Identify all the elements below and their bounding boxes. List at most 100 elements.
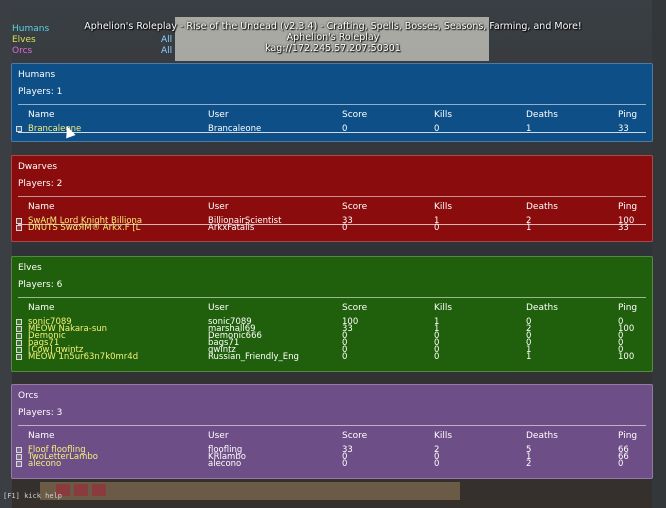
team-list-side-2: All [161,46,173,56]
player-name: SwArM Lord Knight Billiona [28,216,143,226]
player-name: MEOW Nakara-sun [28,324,108,334]
player-deaths: 1 [526,345,532,355]
divider [18,196,646,197]
player-deaths: 2 [526,459,532,469]
col-deaths-header: Deaths [526,110,558,120]
player-kills: 2 [434,445,440,455]
player-row[interactable]: TwoLetterLambo KRlambo 0 0 1 66 [12,452,652,462]
player-ping: 33 [618,223,629,233]
player-count: Players: 3 [18,408,63,418]
player-kills: 0 [434,338,440,348]
col-deaths-header: Deaths [526,202,558,212]
player-row[interactable]: DNUTS SwαЯM® Arkx.F [L ArkxFatalis 0 0 1… [12,223,652,233]
player-row[interactable]: MEOW Nakara-sun marshall69 33 1 2 100 [12,324,652,334]
player-options-icon[interactable] [16,326,22,332]
col-name-header: Name [28,303,55,313]
player-name: Brancaleone [28,124,82,134]
col-score-header: Score [342,202,368,212]
player-options-icon[interactable] [16,333,22,339]
player-name: [Cow] qwintz [28,345,84,355]
player-options-icon[interactable] [16,354,22,360]
player-deaths: 0 [526,338,532,348]
player-name: Floof floofling [28,445,86,455]
player-user: alecono [208,459,242,469]
col-user-header: User [208,303,229,313]
player-row[interactable]: Floof floofling floofling 33 2 5 66 [12,445,652,455]
team-list-humans: Humans [12,24,50,34]
player-row[interactable]: sonic7089 sonic7089 100 1 0 0 [12,317,652,327]
player-name: sonic7089 [28,317,72,327]
player-user: qwintz [208,345,236,355]
player-ping: 100 [618,324,635,334]
player-kills: 0 [434,452,440,462]
player-row[interactable]: Brancaleone Brancaleone 0 0 1 33 [12,124,652,134]
player-ping: 0 [618,317,624,327]
player-deaths: 5 [526,445,532,455]
player-row[interactable]: alecono alecono 0 0 2 0 [12,459,652,469]
player-kills: 1 [434,324,440,334]
player-name: alecono [28,459,62,469]
col-kills-header: Kills [434,110,453,120]
player-count: Players: 6 [18,280,63,290]
team-panel-orcs: Orcs Players: 3 Name User Score Kills De… [11,384,653,479]
player-ping: 100 [618,216,635,226]
col-kills-header: Kills [434,303,453,313]
player-kills: 0 [434,345,440,355]
player-row[interactable]: MEOW 1n5ur63n7k0mr4d Russian_Friendly_En… [12,352,652,362]
player-row[interactable]: SwArM Lord Knight Billiona BillionairSci… [12,216,652,226]
player-score: 33 [342,445,353,455]
player-score: 0 [342,338,348,348]
player-options-icon[interactable] [16,461,22,467]
player-kills: 1 [434,317,440,327]
team-list-side: All All [161,24,172,57]
player-options-icon[interactable] [16,218,22,224]
divider [18,425,646,426]
player-score: 0 [342,124,348,134]
player-ping: 66 [618,445,629,455]
player-row[interactable]: [Cow] qwintz qwintz 0 0 1 0 [12,345,652,355]
col-kills-header: Kills [434,431,453,441]
player-row[interactable]: Demonic Demonic666 0 0 0 0 [12,331,652,341]
player-options-icon[interactable] [16,454,22,460]
player-user: Russian_Friendly_Eng [208,352,299,362]
player-deaths: 2 [526,324,532,334]
player-score: 33 [342,216,353,226]
server-name: Aphelion's Roleplay [286,32,380,43]
team-title: Humans [18,70,56,80]
player-kills: 0 [434,124,440,134]
player-count: Players: 1 [18,87,63,97]
col-score-header: Score [342,303,368,313]
server-title: Aphelion's Roleplay - Rise of the Undead… [84,21,582,32]
server-address[interactable]: kag://172.245.57.207:50301 [265,43,401,54]
player-score: 0 [342,459,348,469]
player-deaths: 1 [526,223,532,233]
player-name: DNUTS SwαЯM® Arkx.F [L [28,223,141,233]
heart-icon [92,484,106,496]
player-ping: 0 [618,459,624,469]
player-options-icon[interactable] [16,225,22,231]
player-options-icon[interactable] [16,340,22,346]
player-score: 0 [342,345,348,355]
inventory-bar [40,482,460,500]
player-kills: 0 [434,331,440,341]
col-score-header: Score [342,110,368,120]
team-panel-dwarves: Dwarves Players: 2 Name User Score Kills… [11,155,653,242]
col-kills-header: Kills [434,202,453,212]
player-options-icon[interactable] [16,447,22,453]
player-options-icon[interactable] [16,319,22,325]
map-edge-right [652,0,666,508]
team-list: Humans Elves Orcs All All [12,24,172,57]
player-kills: 0 [434,223,440,233]
player-name: TwoLetterLambo [28,452,98,462]
divider [18,297,646,298]
player-score: 100 [342,317,359,327]
player-options-icon[interactable] [16,126,22,132]
player-score: 33 [342,324,353,334]
server-info-box [175,17,489,61]
player-options-icon[interactable] [16,347,22,353]
player-score: 0 [342,331,348,341]
col-name-header: Name [28,202,55,212]
selected-row-line [18,224,646,225]
player-ping: 33 [618,124,629,134]
player-row[interactable]: bags71 bags71 0 0 0 0 [12,338,652,348]
